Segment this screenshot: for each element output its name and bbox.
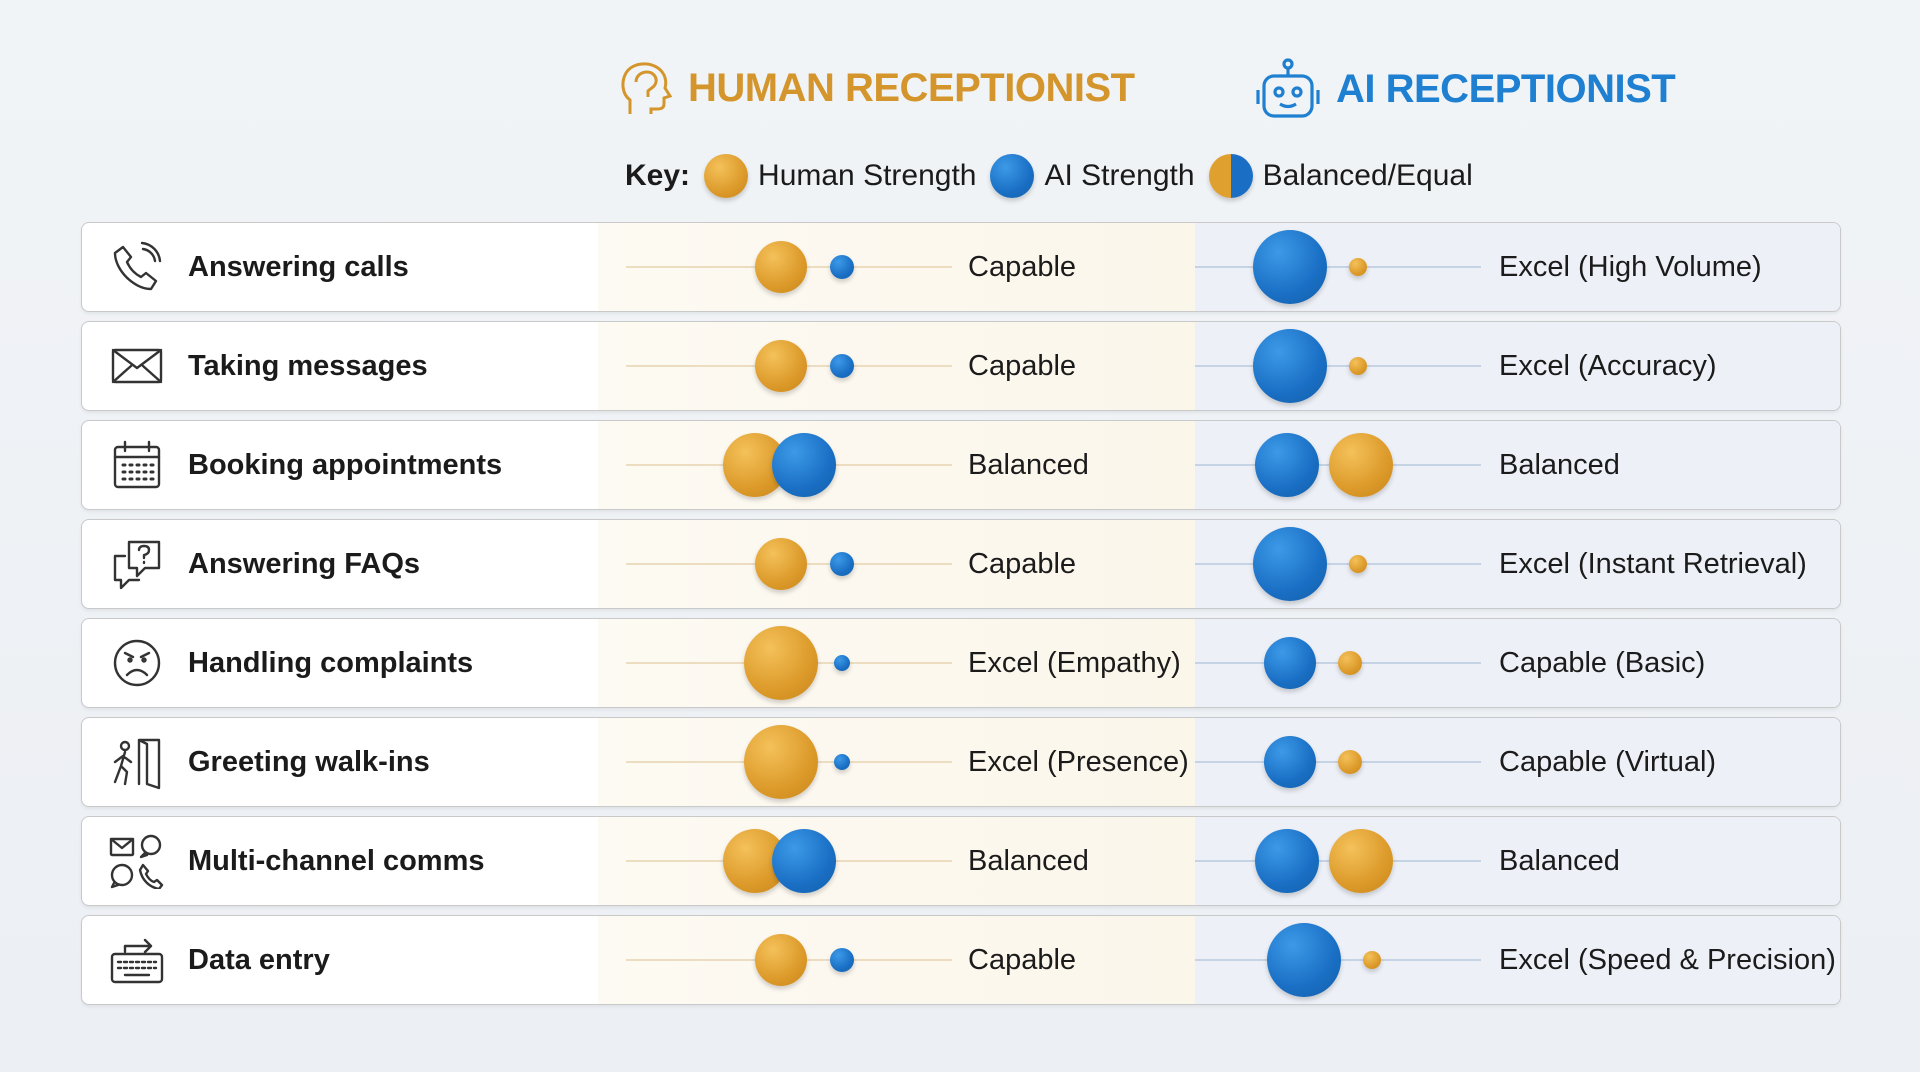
human-strength-dot <box>1349 357 1367 375</box>
ai-rating: Excel (High Volume) <box>1499 251 1762 283</box>
human-title: HUMAN RECEPTIONIST <box>688 65 1135 110</box>
task-label: Answering FAQs <box>188 548 421 580</box>
human-strength-dot <box>744 626 818 700</box>
ai-rating: Excel (Instant Retrieval) <box>1499 548 1807 580</box>
legend-label: Key: <box>625 159 691 192</box>
ai-strength-dot <box>834 754 850 770</box>
ai-strength-dot <box>830 552 854 576</box>
legend: Key: Human Strength AI Strength Balanced… <box>625 154 1473 198</box>
ai-strength-dot <box>772 433 836 497</box>
ai-strength-dot <box>1253 527 1327 601</box>
robot-icon <box>1256 58 1320 118</box>
ai-rating: Excel (Accuracy) <box>1499 350 1717 382</box>
task-label: Taking messages <box>188 350 428 382</box>
ai-title: AI RECEPTIONIST <box>1336 66 1676 111</box>
human-strength-dot <box>755 934 807 986</box>
multichannel-icon <box>109 834 164 889</box>
balanced-swatch <box>1208 154 1253 198</box>
comparison-row: Booking appointments Balanced Balanced <box>81 420 1841 510</box>
human-strength-dot <box>755 538 807 590</box>
legend-item-ai: AI Strength <box>1044 159 1195 192</box>
human-rating: Capable <box>968 548 1077 580</box>
question-chat-icon <box>113 540 161 590</box>
ai-strength-dot <box>1267 923 1341 997</box>
task-label: Answering calls <box>188 251 409 283</box>
human-strength-dot <box>755 340 807 392</box>
ai-scale-line <box>1195 365 1481 367</box>
comparison-row: Taking messages Capable Excel (Accuracy) <box>81 321 1841 411</box>
human-strength-dot <box>1349 555 1367 573</box>
task-label: Handling complaints <box>188 647 474 679</box>
legend-item-human: Human Strength <box>758 159 977 192</box>
human-strength-dot <box>1363 951 1381 969</box>
ai-scale-line <box>1195 563 1481 565</box>
ai-rating: Excel (Speed & Precision) <box>1499 944 1836 976</box>
keyboard-icon <box>110 938 164 984</box>
ai-strength-swatch <box>990 154 1035 198</box>
phone-icon <box>113 241 162 291</box>
human-strength-dot <box>1329 829 1393 893</box>
human-strength-dot <box>755 241 807 293</box>
comparison-row: Data entry Capable Excel (Speed & Precis… <box>81 915 1841 1005</box>
human-rating: Capable <box>968 251 1077 283</box>
ai-strength-dot <box>1253 329 1327 403</box>
calendar-icon <box>113 440 161 489</box>
task-label: Data entry <box>188 944 330 976</box>
task-label: Multi-channel comms <box>188 845 485 877</box>
ai-strength-dot <box>830 255 854 279</box>
human-rating: Capable <box>968 944 1077 976</box>
ai-strength-dot <box>1253 230 1327 304</box>
human-strength-dot <box>1329 433 1393 497</box>
comparison-row: Answering calls Capable Excel (High Volu… <box>81 222 1841 312</box>
human-head-icon <box>621 62 673 114</box>
ai-strength-dot <box>1264 637 1316 689</box>
task-label: Booking appointments <box>188 449 503 481</box>
ai-strength-dot <box>1255 829 1319 893</box>
ai-rating: Capable (Basic) <box>1499 647 1706 679</box>
ai-strength-dot <box>1264 736 1316 788</box>
human-strength-dot <box>1349 258 1367 276</box>
task-label: Greeting walk-ins <box>188 746 430 778</box>
human-strength-dot <box>744 725 818 799</box>
human-rating: Excel (Presence) <box>968 746 1189 778</box>
human-rating: Excel (Empathy) <box>968 647 1181 679</box>
comparison-row: Greeting walk-ins Excel (Presence) Capab… <box>81 717 1841 807</box>
ai-scale-line <box>1195 266 1481 268</box>
human-strength-dot <box>1338 651 1362 675</box>
human-rating: Capable <box>968 350 1077 382</box>
legend-item-balanced: Balanced/Equal <box>1262 159 1473 192</box>
ai-strength-dot <box>1255 433 1319 497</box>
human-strength-dot <box>1338 750 1362 774</box>
ai-rating: Balanced <box>1499 449 1620 481</box>
ai-rating: Capable (Virtual) <box>1499 746 1717 778</box>
human-strength-swatch <box>704 154 749 198</box>
envelope-icon <box>111 348 163 384</box>
human-rating: Balanced <box>968 845 1089 877</box>
ai-strength-dot <box>772 829 836 893</box>
comparison-row: Answering FAQs Capable Excel (Instant Re… <box>81 519 1841 609</box>
human-rating: Balanced <box>968 449 1089 481</box>
ai-strength-dot <box>830 948 854 972</box>
ai-strength-dot <box>834 655 850 671</box>
comparison-row: Multi-channel comms Balanced Balanced <box>81 816 1841 906</box>
human-header: HUMAN RECEPTIONIST <box>618 58 1135 118</box>
ai-header: AI RECEPTIONIST <box>1254 58 1676 120</box>
ai-strength-dot <box>830 354 854 378</box>
comparison-row: Handling complaints Excel (Empathy) Capa… <box>81 618 1841 708</box>
angry-face-icon <box>113 639 161 687</box>
ai-rating: Balanced <box>1499 845 1620 877</box>
person-door-icon <box>113 738 161 790</box>
